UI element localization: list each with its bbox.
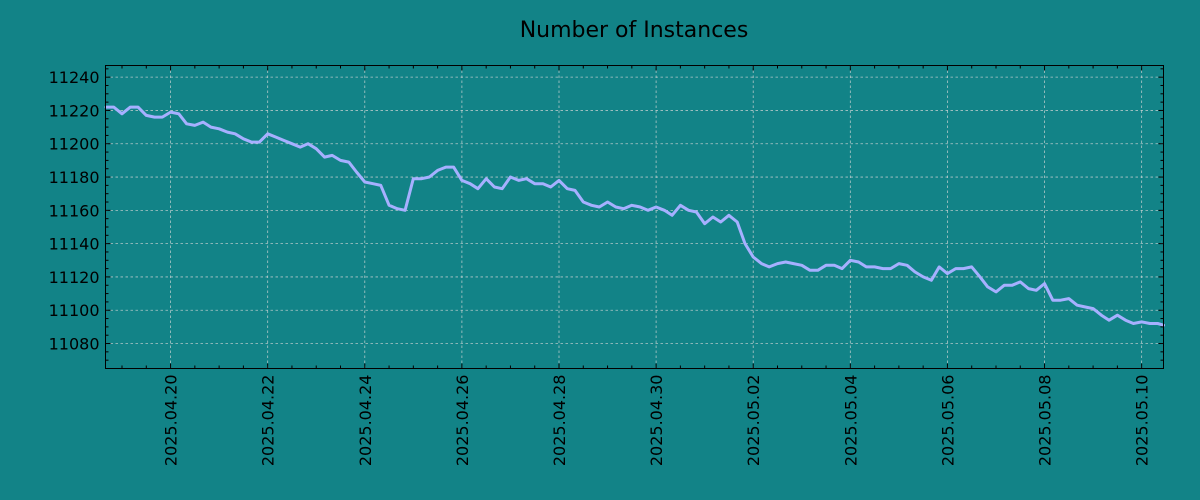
x-tick-label: 2025.05.06 bbox=[938, 375, 957, 467]
y-tick-label: 11160 bbox=[49, 201, 100, 220]
series-line bbox=[104, 105, 1165, 327]
x-tick-label: 2025.05.04 bbox=[841, 375, 860, 467]
y-tick-label: 11180 bbox=[49, 168, 100, 187]
x-tick-label: 2025.05.02 bbox=[744, 375, 763, 467]
x-tick-label: 2025.04.26 bbox=[453, 375, 472, 467]
y-tick-label: 11240 bbox=[49, 68, 100, 87]
y-tick-label: 11200 bbox=[49, 135, 100, 154]
y-tick-label: 11100 bbox=[49, 301, 100, 320]
x-tick-label: 2025.04.28 bbox=[550, 375, 569, 467]
x-tick-label: 2025.04.24 bbox=[356, 375, 375, 467]
y-tick-label: 11220 bbox=[49, 101, 100, 120]
x-axis-tick-labels: 2025.04.20 2025.04.22 2025.04.24 2025.04.26… bbox=[162, 375, 1152, 467]
x-tick-label: 2025.04.22 bbox=[259, 375, 278, 467]
chart-title: Number of Instances bbox=[520, 18, 749, 43]
x-tick-label: 2025.05.10 bbox=[1133, 375, 1152, 467]
y-tick-label: 11140 bbox=[49, 235, 100, 254]
y-tick-label: 11120 bbox=[49, 268, 100, 287]
grid-lines bbox=[105, 65, 1164, 369]
y-axis-tick-labels: 11080 11100 11120 11140 11160 11180 11200 11220… bbox=[49, 68, 100, 353]
axis-ticks bbox=[105, 65, 1164, 369]
x-tick-label: 2025.04.30 bbox=[647, 375, 666, 467]
y-tick-label: 11080 bbox=[49, 335, 100, 354]
x-tick-label: 2025.04.20 bbox=[162, 375, 181, 467]
x-tick-label: 2025.05.08 bbox=[1036, 375, 1055, 467]
plot-frame bbox=[105, 65, 1164, 369]
series-layer bbox=[104, 105, 1165, 327]
